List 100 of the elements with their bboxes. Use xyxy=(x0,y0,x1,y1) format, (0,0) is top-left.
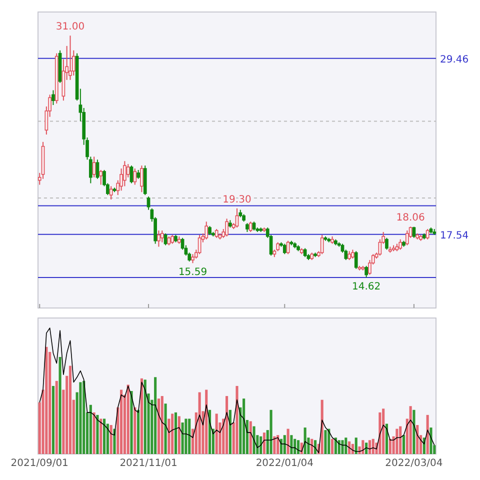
bar xyxy=(154,377,157,454)
bar xyxy=(252,426,256,454)
candlestick xyxy=(123,160,126,187)
candlestick xyxy=(140,165,144,193)
bar xyxy=(388,438,392,454)
candlestick xyxy=(92,156,96,178)
candlestick xyxy=(282,243,286,255)
ref-line-label: 29.46 xyxy=(440,54,469,66)
bar xyxy=(304,428,306,454)
bar xyxy=(290,435,293,454)
text: 14.62 xyxy=(352,281,381,292)
bar xyxy=(181,422,184,454)
bar xyxy=(341,440,344,454)
bar xyxy=(334,438,337,454)
candlestick xyxy=(96,159,100,180)
candlestick xyxy=(385,237,388,250)
bar xyxy=(228,410,232,454)
bar xyxy=(382,408,385,454)
x-tick-label: 2022/03/04 xyxy=(385,458,443,469)
bar xyxy=(399,426,402,454)
ref-line-label: 17.54 xyxy=(440,230,469,242)
bar xyxy=(236,386,238,454)
candlestick xyxy=(354,250,358,270)
bar xyxy=(144,380,146,454)
text: 18.06 xyxy=(396,212,425,224)
candlestick xyxy=(248,221,252,232)
candlestick xyxy=(99,169,103,186)
bar xyxy=(52,386,55,454)
candlestick xyxy=(235,208,239,228)
bar xyxy=(174,412,178,454)
text: 19.30 xyxy=(222,194,252,206)
bar xyxy=(134,407,136,454)
bar xyxy=(294,438,296,454)
candlestick xyxy=(191,254,194,264)
bar xyxy=(198,392,201,454)
bar xyxy=(137,410,140,454)
bar xyxy=(409,406,412,454)
candlestick xyxy=(198,234,202,255)
candlestick xyxy=(109,186,113,200)
text: 31.00 xyxy=(56,22,85,33)
candlestick xyxy=(225,218,228,237)
bar xyxy=(402,435,406,454)
bar xyxy=(68,366,72,454)
bar xyxy=(324,430,327,454)
bar xyxy=(412,410,416,454)
x-tick-label: 2022/01/04 xyxy=(256,458,314,469)
bar xyxy=(273,436,276,454)
x-tick-label: 2021/09/01 xyxy=(10,458,68,469)
bar xyxy=(160,396,164,454)
bar xyxy=(92,412,96,454)
bar xyxy=(171,414,174,454)
candlestick xyxy=(164,232,168,246)
bar xyxy=(416,425,419,454)
candlestick xyxy=(204,221,208,240)
bar xyxy=(249,421,252,454)
bar xyxy=(260,436,262,454)
bar xyxy=(365,442,368,454)
bar xyxy=(100,418,102,454)
bar xyxy=(215,414,218,454)
bar xyxy=(178,416,180,454)
candlestick xyxy=(286,240,290,255)
bar xyxy=(296,440,300,454)
bar xyxy=(208,410,212,454)
bar xyxy=(140,378,143,454)
bar xyxy=(320,400,324,454)
bar xyxy=(362,440,364,454)
bar xyxy=(368,440,371,454)
candlestick xyxy=(68,35,72,80)
bar xyxy=(430,428,432,454)
bar xyxy=(157,398,160,454)
bar xyxy=(96,414,99,454)
candlestick xyxy=(398,238,402,250)
bar xyxy=(338,440,340,454)
bar xyxy=(242,398,246,454)
bar xyxy=(164,404,167,454)
bar xyxy=(262,432,266,454)
bar xyxy=(328,428,330,454)
candlestick xyxy=(126,164,130,178)
bar xyxy=(354,438,358,454)
bar xyxy=(188,418,191,454)
bar xyxy=(426,414,429,454)
bar xyxy=(286,428,290,454)
bar xyxy=(310,438,314,454)
bar xyxy=(120,390,123,454)
bar xyxy=(110,425,112,454)
bar xyxy=(396,428,398,454)
text: 15.59 xyxy=(178,267,208,278)
bar xyxy=(103,418,106,454)
bar xyxy=(205,390,208,454)
candlestick xyxy=(130,165,134,184)
bar xyxy=(82,380,86,454)
bar xyxy=(79,382,82,454)
x-tick-label: 2021/11/01 xyxy=(120,458,178,469)
bar xyxy=(45,346,48,454)
bar xyxy=(58,356,62,454)
bar xyxy=(372,438,374,454)
bar xyxy=(378,412,382,454)
bar xyxy=(130,391,133,454)
bar xyxy=(276,435,280,454)
bar xyxy=(331,438,334,454)
